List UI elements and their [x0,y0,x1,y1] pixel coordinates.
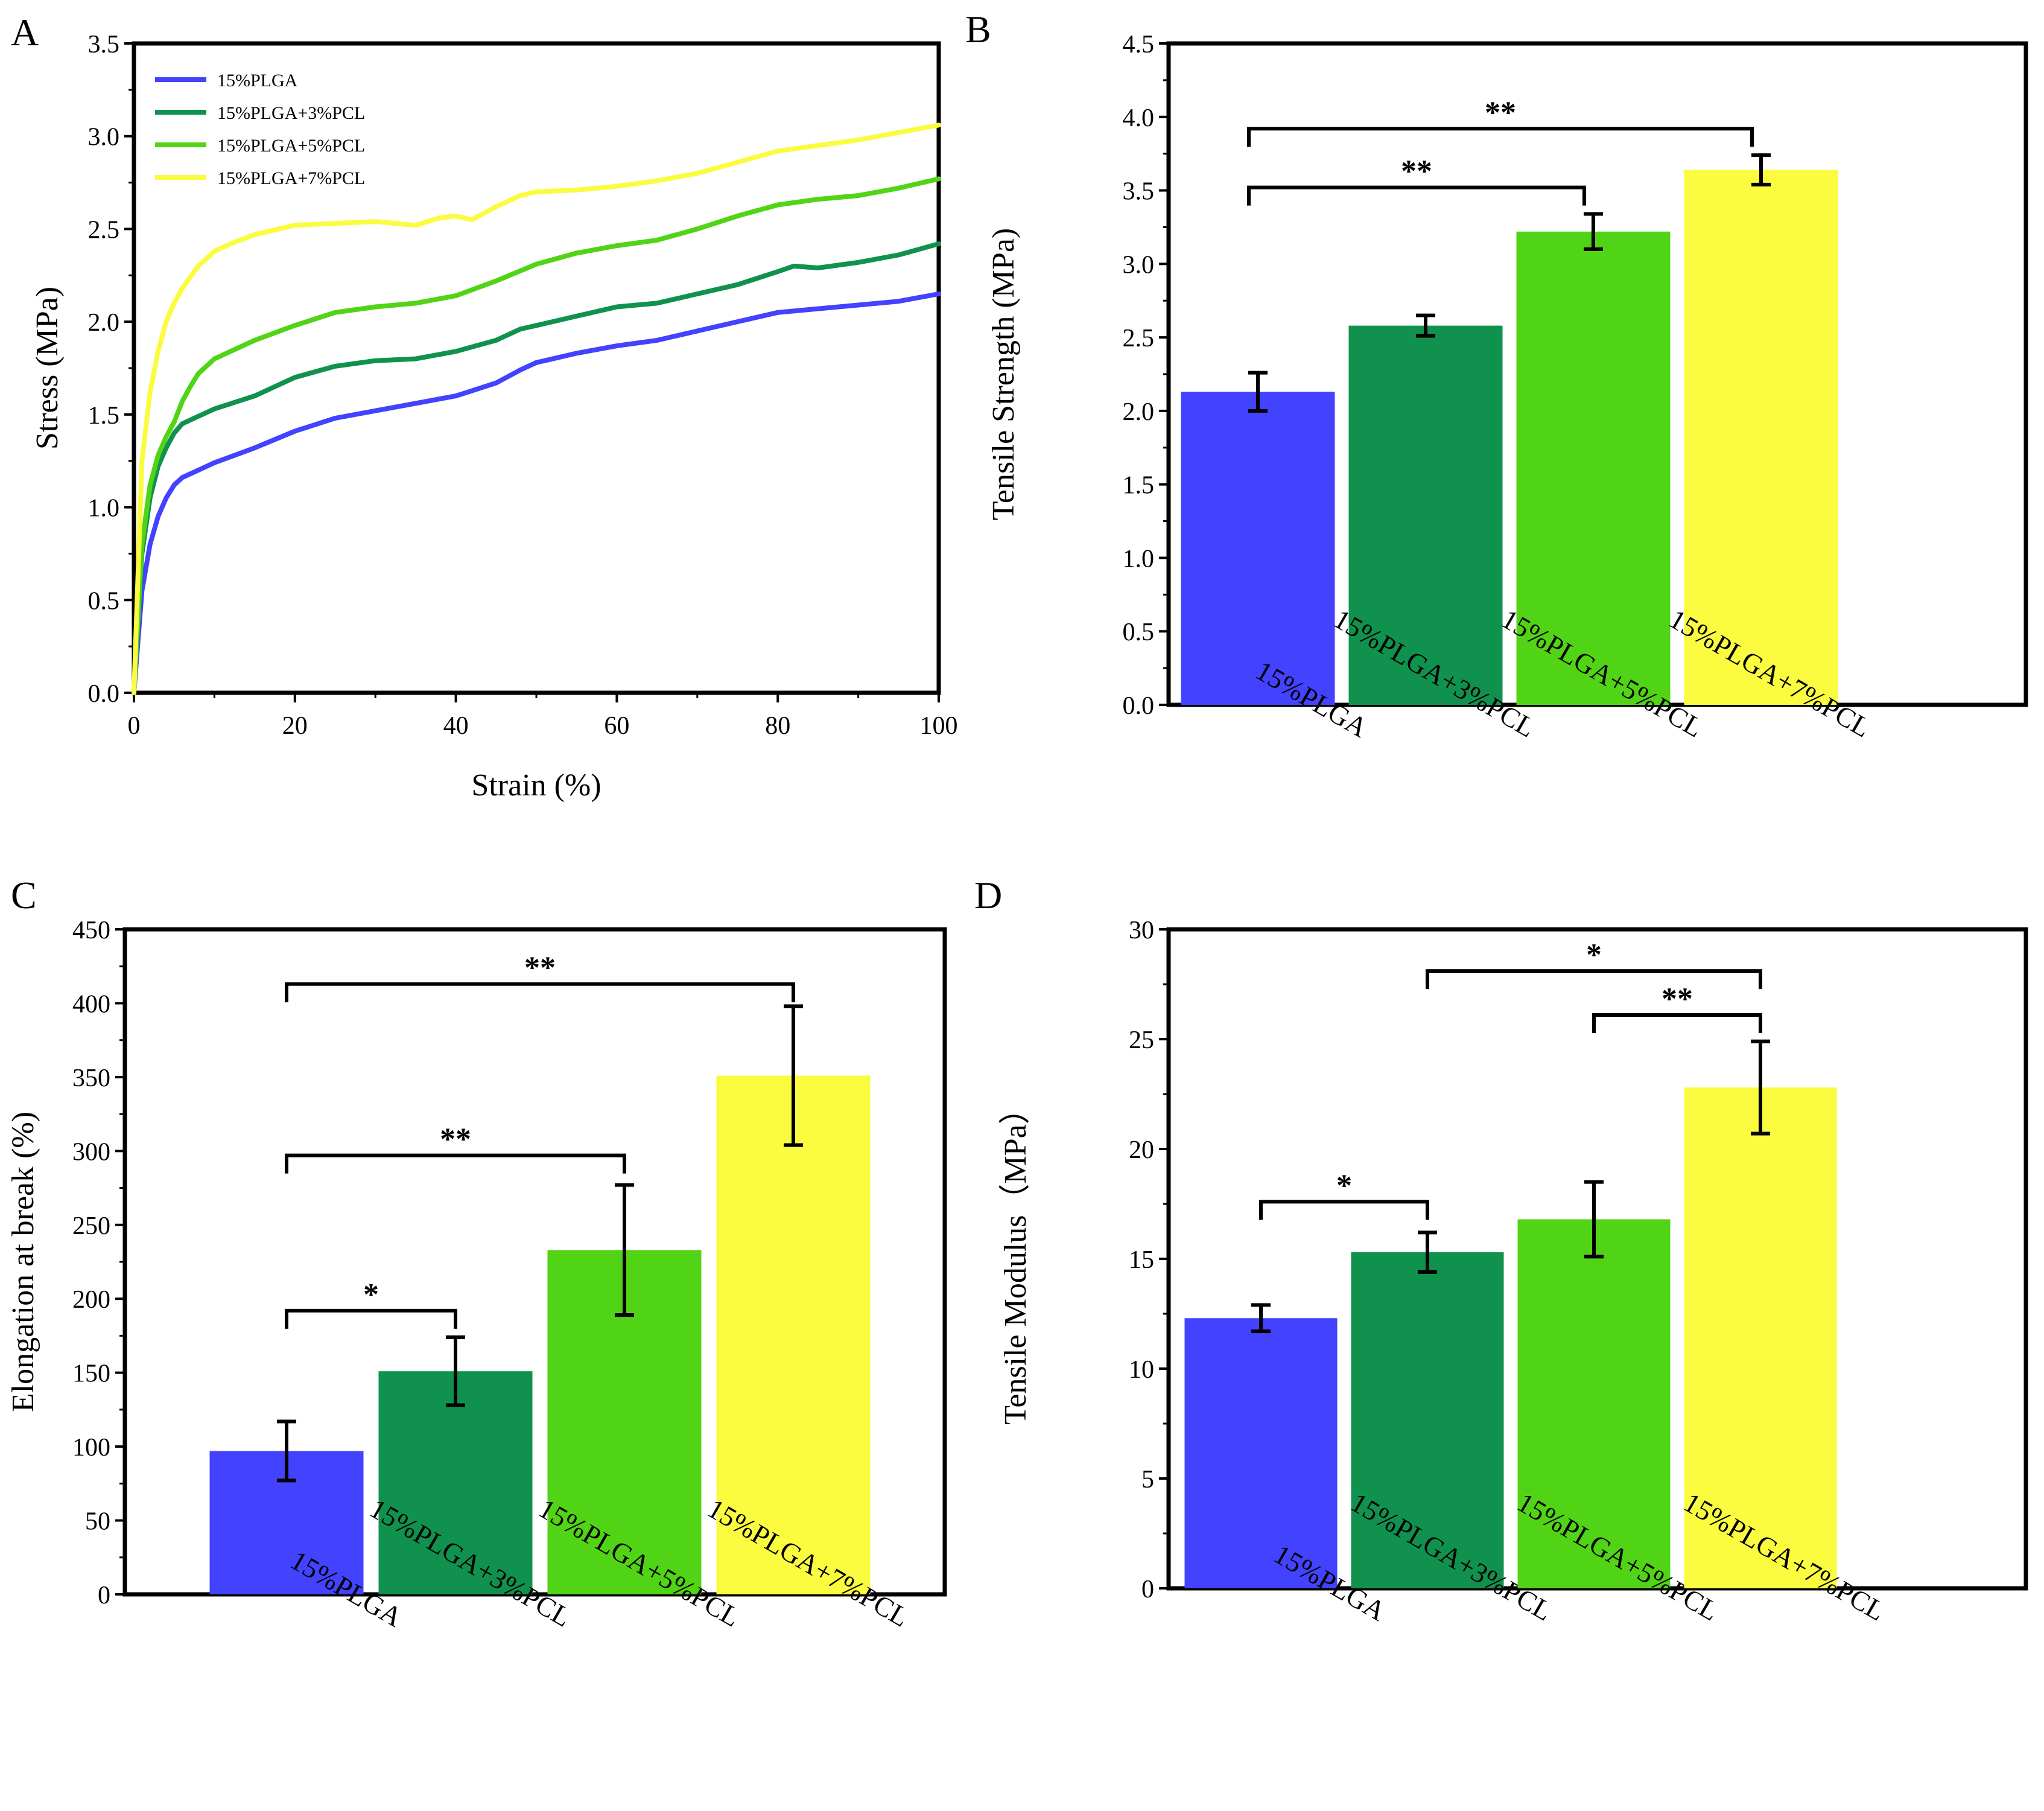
y-tick-label: 0.0 [1123,692,1155,720]
y-tick-label: 2.0 [1123,398,1155,426]
legend-label-4: 15%PLGA+7%PCL [217,168,365,188]
series-line-1 [132,291,941,695]
x-tick-label: 40 [443,712,469,740]
bar-4 [1684,170,1838,705]
y-tick-label: 4.0 [1123,104,1155,132]
x-axis-title: Strain (%) [471,768,601,803]
y-tick-label: 350 [72,1065,110,1092]
panel-letter-c: C [11,874,37,917]
x-tick-label: 20 [282,712,308,740]
panel-letter-b: B [965,8,991,51]
y-tick-label: 0 [1141,1576,1154,1603]
significance-bracket-2 [1592,1013,1762,1033]
y-tick-label: 400 [72,990,110,1018]
y-tick-label: 0.5 [1123,619,1155,646]
y-tick-label: 450 [72,917,110,944]
bar-4 [716,1075,871,1594]
significance-bracket-2 [1247,127,1754,147]
y-tick-label: 1.5 [88,402,120,430]
bar-3 [1517,1219,1671,1588]
significance-bracket-1 [1247,185,1586,206]
y-tick-label: 20 [1129,1136,1154,1164]
significance-bracket-3 [1426,969,1762,990]
y-tick-label: 0 [98,1582,110,1609]
y-tick-label: 150 [72,1360,110,1388]
y-tick-label: 5 [1141,1466,1154,1494]
significance-label-1: ** [1401,154,1432,189]
legend-label-2: 15%PLGA+3%PCL [217,103,365,123]
y-tick-label: 0.0 [88,680,120,708]
bar-4 [1684,1087,1837,1588]
y-tick-label: 300 [72,1138,110,1166]
y-tick-label: 30 [1129,917,1154,944]
series-line-4 [132,123,941,695]
y-tick-label: 3.0 [88,124,120,151]
significance-label-1: * [363,1278,379,1312]
y-tick-label: 3.5 [88,31,120,59]
y-axis-title: Stress (MPa) [30,287,65,450]
significance-label-2: ** [1485,95,1516,130]
y-tick-label: 2.5 [88,216,120,244]
y-tick-label: 1.0 [88,495,120,523]
significance-label-2: ** [440,1122,471,1157]
y-axis-title: Tensile Strength (MPa) [986,228,1021,521]
y-tick-label: 2.5 [1123,325,1155,352]
significance-label-3: ** [524,951,556,985]
significance-label-2: ** [1662,982,1693,1016]
bar-1 [1184,1318,1338,1588]
y-tick-label: 2.0 [88,309,120,337]
y-tick-label: 3.0 [1123,251,1155,279]
legend-label-3: 15%PLGA+5%PCL [217,136,365,156]
y-tick-label: 100 [72,1434,110,1462]
bar-2 [378,1371,533,1594]
significance-label-1: * [1336,1168,1352,1203]
x-tick-label: 0 [128,712,141,740]
y-tick-label: 50 [85,1508,110,1536]
y-tick-label: 250 [72,1212,110,1240]
bar-3 [1516,231,1671,705]
legend-label-1: 15%PLGA [217,71,298,91]
significance-bracket-1 [1259,1200,1429,1220]
y-axis-title: Tensile Modulus（MPa） [998,1093,1033,1425]
y-tick-label: 10 [1129,1356,1154,1384]
y-tick-label: 1.5 [1123,472,1155,500]
significance-bracket-3 [285,982,795,1002]
x-tick-label: 80 [765,712,790,740]
significance-label-3: * [1586,938,1602,972]
panel-letter-a: A [11,11,39,54]
y-tick-label: 15 [1129,1246,1154,1274]
y-tick-label: 4.5 [1123,31,1155,59]
significance-bracket-2 [285,1153,626,1174]
y-tick-label: 200 [72,1286,110,1314]
bar-1 [1181,392,1335,705]
y-tick-label: 0.5 [88,587,120,615]
y-tick-label: 1.0 [1123,545,1155,573]
series-line-3 [132,176,941,695]
panel-letter-d: D [974,874,1002,917]
series-line-2 [132,241,941,695]
significance-bracket-1 [285,1308,457,1329]
y-tick-label: 25 [1129,1026,1154,1054]
x-tick-label: 60 [604,712,629,740]
bar-2 [1351,1252,1504,1588]
y-axis-title: Elongation at break (%) [6,1112,40,1412]
x-tick-label: 100 [920,712,958,740]
bar-2 [1348,325,1503,705]
y-tick-label: 3.5 [1123,178,1155,206]
